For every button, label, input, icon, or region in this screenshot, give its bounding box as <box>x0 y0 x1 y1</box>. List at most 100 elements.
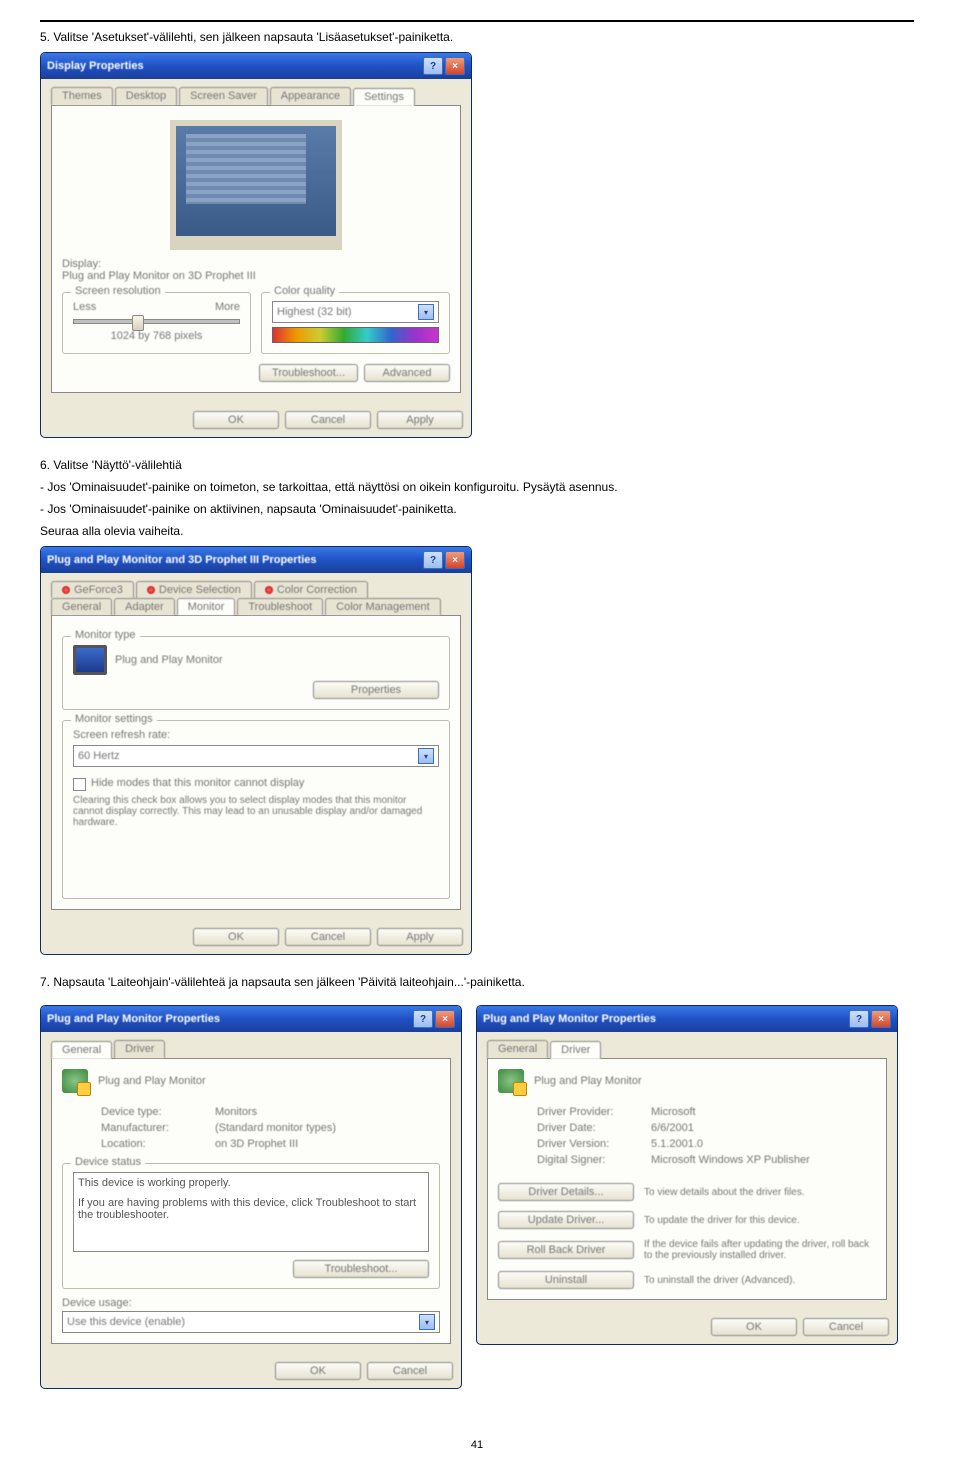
date-label: Driver Date: <box>536 1121 648 1135</box>
help-icon[interactable]: ? <box>849 1010 869 1028</box>
tab-monitor[interactable]: Monitor <box>177 598 236 615</box>
resolution-slider[interactable] <box>73 319 240 324</box>
properties-button[interactable]: Properties <box>313 681 439 699</box>
update-text: To update the driver for this device. <box>644 1215 800 1226</box>
apply-button: Apply <box>377 928 463 946</box>
monitor-prophet-dialog: Plug and Play Monitor and 3D Prophet III… <box>40 546 472 955</box>
tab-general[interactable]: General <box>51 598 112 615</box>
res-value: 1024 by 768 pixels <box>73 330 240 342</box>
tab-device-selection[interactable]: Device Selection <box>136 581 252 598</box>
monitor-type-label: Monitor type <box>71 629 140 641</box>
dlg4-monname: Plug and Play Monitor <box>534 1075 642 1087</box>
more-label: More <box>215 301 240 313</box>
uninstall-text: To uninstall the driver (Advanced). <box>644 1275 795 1286</box>
monitor-preview <box>170 120 342 250</box>
step6a-text: - Jos 'Ominaisuudet'-painike on toimeton… <box>40 480 914 494</box>
date-value: 6/6/2001 <box>650 1121 811 1135</box>
color-quality-dropdown[interactable]: Highest (32 bit)▾ <box>272 301 439 323</box>
step7-text: 7. Napsauta 'Laiteohjain'-välilehteä ja … <box>40 975 914 989</box>
sign-value: Microsoft Windows XP Publisher <box>650 1153 811 1167</box>
details-text: To view details about the driver files. <box>644 1187 805 1198</box>
tab-geforce3[interactable]: GeForce3 <box>51 581 134 598</box>
monitor-properties-general-dialog: Plug and Play Monitor Properties ? × Gen… <box>40 1005 462 1389</box>
driver-details-button[interactable]: Driver Details... <box>498 1183 634 1201</box>
rollback-text: If the device fails after updating the d… <box>644 1239 876 1261</box>
update-driver-button[interactable]: Update Driver... <box>498 1211 634 1229</box>
uninstall-button[interactable]: Uninstall <box>498 1271 634 1289</box>
help-icon[interactable]: ? <box>423 57 443 75</box>
manu-label: Manufacturer: <box>100 1121 212 1135</box>
close-icon[interactable]: × <box>435 1010 455 1028</box>
hide-modes-label: Hide modes that this monitor cannot disp… <box>91 777 304 789</box>
troubleshoot-button[interactable]: Troubleshoot... <box>293 1260 429 1278</box>
display-value: Plug and Play Monitor on 3D Prophet III <box>62 270 450 282</box>
help-icon[interactable]: ? <box>413 1010 433 1028</box>
tab-color-mgmt[interactable]: Color Management <box>325 598 441 615</box>
dlg1-title: Display Properties <box>47 60 144 72</box>
ver-value: 5.1.2001.0 <box>650 1137 811 1151</box>
tab-troubleshoot[interactable]: Troubleshoot <box>237 598 323 615</box>
step5-text: 5. Valitse 'Asetukset'-välilehti, sen jä… <box>40 30 914 44</box>
tab-screensaver[interactable]: Screen Saver <box>179 87 268 105</box>
color-spectrum <box>272 327 439 343</box>
monitor-settings-label: Monitor settings <box>71 713 157 725</box>
close-icon[interactable]: × <box>445 551 465 569</box>
prov-value: Microsoft <box>650 1105 811 1119</box>
monitor-device-icon <box>498 1069 524 1093</box>
dlg2-title: Plug and Play Monitor and 3D Prophet III… <box>47 554 317 566</box>
step6c-text: Seuraa alla olevia vaiheita. <box>40 524 914 538</box>
less-label: Less <box>73 301 96 313</box>
prov-label: Driver Provider: <box>536 1105 648 1119</box>
hide-modes-checkbox[interactable] <box>73 778 86 791</box>
refresh-dropdown[interactable]: 60 Hertz▾ <box>73 745 439 767</box>
tab-general[interactable]: General <box>487 1040 548 1058</box>
manu-value: (Standard monitor types) <box>214 1121 337 1135</box>
hide-modes-desc: Clearing this check box allows you to se… <box>73 795 439 828</box>
tab-driver[interactable]: Driver <box>550 1041 601 1059</box>
tab-themes[interactable]: Themes <box>51 87 113 105</box>
monitor-name: Plug and Play Monitor <box>115 654 223 666</box>
screenres-label: Screen resolution <box>71 285 165 297</box>
device-usage-label: Device usage: <box>62 1297 440 1309</box>
device-usage-dropdown[interactable]: Use this device (enable)▾ <box>62 1311 440 1333</box>
dlg3-title: Plug and Play Monitor Properties <box>47 1013 220 1025</box>
cancel-button[interactable]: Cancel <box>285 411 371 429</box>
tab-appearance[interactable]: Appearance <box>270 87 351 105</box>
devtype-value: Monitors <box>214 1105 337 1119</box>
tab-general[interactable]: General <box>51 1041 112 1059</box>
monitor-icon <box>73 645 107 675</box>
step6b-text: - Jos 'Ominaisuudet'-painike on aktiivin… <box>40 502 914 516</box>
advanced-button[interactable]: Advanced <box>364 364 450 382</box>
cancel-button[interactable]: Cancel <box>367 1362 453 1380</box>
loc-label: Location: <box>100 1137 212 1151</box>
tab-desktop[interactable]: Desktop <box>115 87 177 105</box>
troubleshoot-button[interactable]: Troubleshoot... <box>259 364 358 382</box>
tab-adapter[interactable]: Adapter <box>114 598 175 615</box>
tab-settings[interactable]: Settings <box>353 88 415 106</box>
monitor-device-icon <box>62 1069 88 1093</box>
dlg4-title: Plug and Play Monitor Properties <box>483 1013 656 1025</box>
dlg3-monname: Plug and Play Monitor <box>98 1075 206 1087</box>
ok-button[interactable]: OK <box>275 1362 361 1380</box>
device-status-label: Device status <box>71 1156 145 1168</box>
display-properties-dialog: Display Properties ? × Themes Desktop Sc… <box>40 52 472 438</box>
close-icon[interactable]: × <box>445 57 465 75</box>
ok-button[interactable]: OK <box>193 928 279 946</box>
loc-value: on 3D Prophet III <box>214 1137 337 1151</box>
sign-label: Digital Signer: <box>536 1153 648 1167</box>
display-label: Display: <box>62 258 450 270</box>
ok-button[interactable]: OK <box>193 411 279 429</box>
rollback-driver-button[interactable]: Roll Back Driver <box>498 1241 634 1259</box>
close-icon[interactable]: × <box>871 1010 891 1028</box>
cancel-button[interactable]: Cancel <box>285 928 371 946</box>
help-icon[interactable]: ? <box>423 551 443 569</box>
apply-button: Apply <box>377 411 463 429</box>
monitor-properties-driver-dialog: Plug and Play Monitor Properties ? × Gen… <box>476 1005 898 1345</box>
devtype-label: Device type: <box>100 1105 212 1119</box>
tab-driver[interactable]: Driver <box>114 1040 165 1058</box>
ver-label: Driver Version: <box>536 1137 648 1151</box>
tab-color-correction[interactable]: Color Correction <box>254 581 368 598</box>
ok-button[interactable]: OK <box>711 1318 797 1336</box>
cancel-button[interactable]: Cancel <box>803 1318 889 1336</box>
page-number: 41 <box>40 1439 914 1451</box>
